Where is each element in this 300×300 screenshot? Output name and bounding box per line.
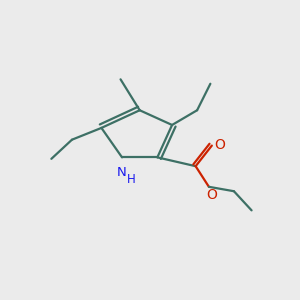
- Text: O: O: [214, 138, 225, 152]
- Text: H: H: [127, 173, 136, 186]
- Text: O: O: [206, 188, 217, 202]
- Text: N: N: [117, 166, 127, 178]
